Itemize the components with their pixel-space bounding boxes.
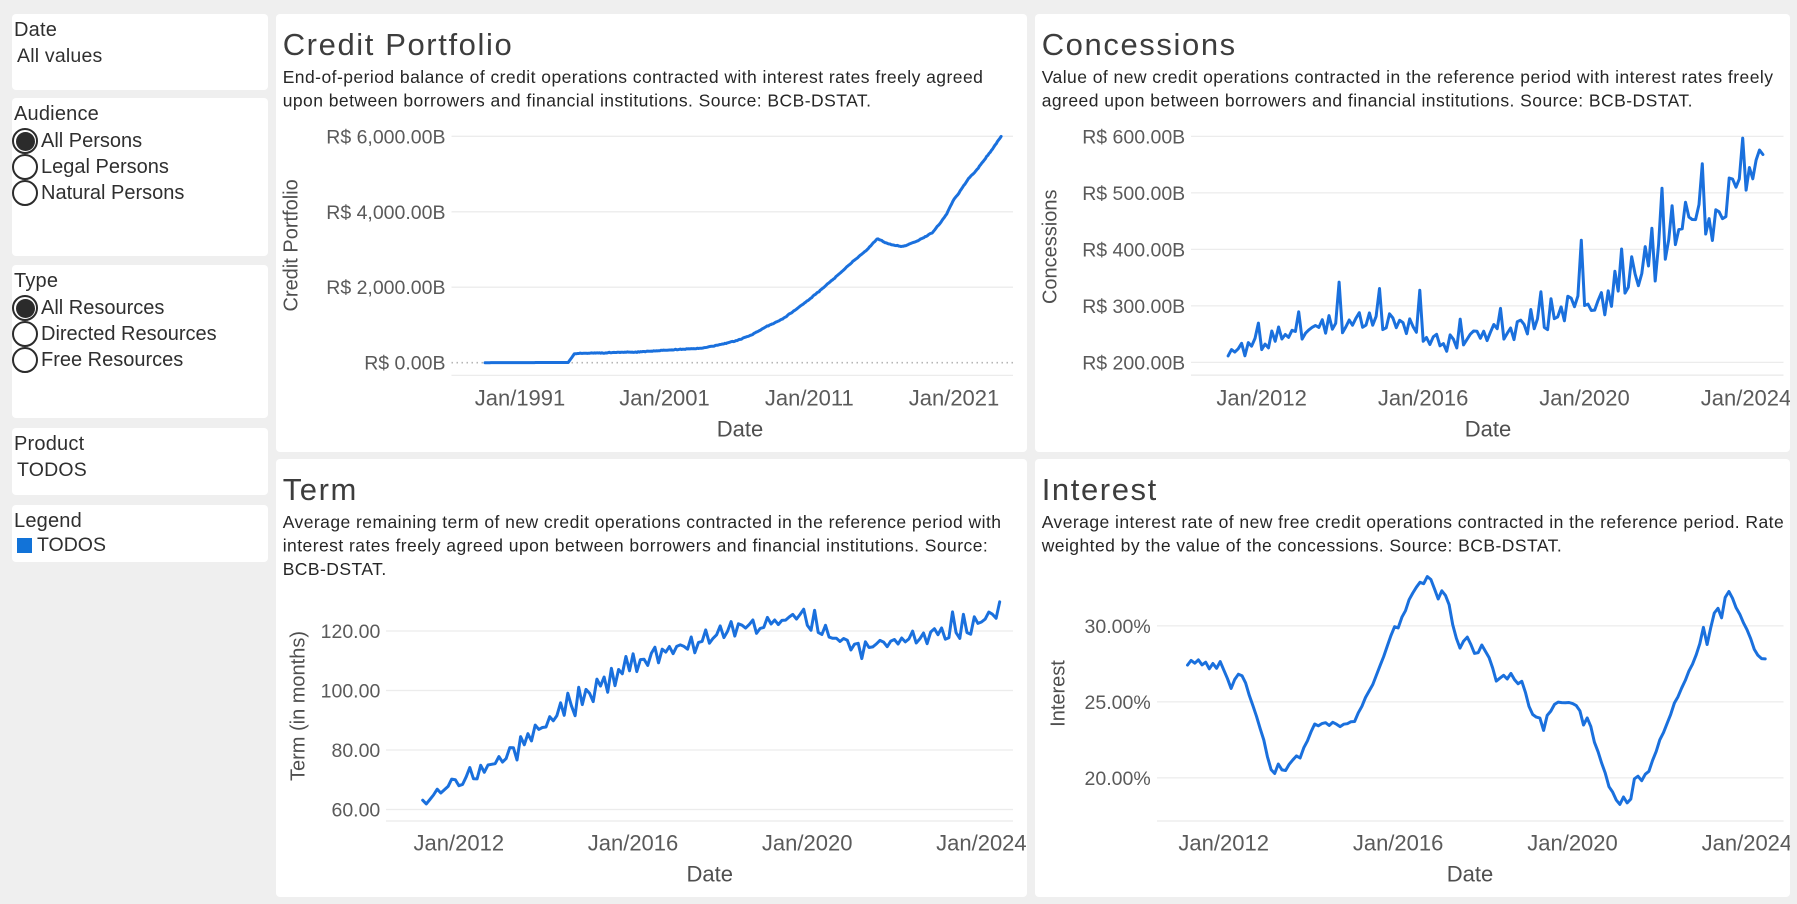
svg-text:Interest: Interest: [1048, 660, 1070, 727]
svg-text:Date: Date: [717, 416, 763, 441]
svg-text:Jan/2011: Jan/2011: [765, 385, 854, 410]
svg-text:agreed upon between borrowers: agreed upon between borrowers and financ…: [1042, 91, 1693, 111]
svg-text:R$ 6,000.00B: R$ 6,000.00B: [326, 126, 445, 148]
svg-text:Concessions: Concessions: [1039, 190, 1061, 305]
svg-text:R$ 400.00B: R$ 400.00B: [1082, 239, 1185, 261]
svg-text:Jan/2016: Jan/2016: [1353, 830, 1444, 855]
svg-text:Term (in months): Term (in months): [288, 631, 310, 781]
svg-text:100.00: 100.00: [321, 681, 381, 703]
svg-text:80.00: 80.00: [331, 740, 380, 762]
svg-text:Jan/2012: Jan/2012: [1216, 385, 1307, 410]
svg-text:R$ 200.00B: R$ 200.00B: [1082, 352, 1185, 374]
svg-text:25.00%: 25.00%: [1085, 692, 1151, 714]
svg-text:Jan/2024: Jan/2024: [936, 830, 1027, 855]
svg-text:Value of new credit operations: Value of new credit operations contracte…: [1042, 67, 1774, 87]
svg-text:Jan/1991: Jan/1991: [475, 385, 566, 410]
svg-text:Credit Portfolio: Credit Portfolio: [281, 179, 303, 311]
svg-text:R$ 500.00B: R$ 500.00B: [1082, 183, 1185, 205]
svg-text:weighted by the value of the c: weighted by the value of the concessions…: [1041, 536, 1563, 556]
svg-text:Jan/2020: Jan/2020: [762, 830, 853, 855]
svg-text:Credit Portfolio: Credit Portfolio: [283, 27, 514, 62]
svg-text:Jan/2024: Jan/2024: [1701, 385, 1790, 410]
svg-text:upon between borrowers and fin: upon between borrowers and financial ins…: [283, 91, 872, 111]
svg-text:Jan/2020: Jan/2020: [1539, 385, 1630, 410]
svg-text:Jan/2020: Jan/2020: [1527, 830, 1618, 855]
svg-text:20.00%: 20.00%: [1085, 768, 1151, 790]
svg-text:Date: Date: [1465, 416, 1511, 441]
svg-text:Average interest rate of new f: Average interest rate of new free credit…: [1042, 512, 1784, 532]
svg-text:Jan/2012: Jan/2012: [1178, 830, 1269, 855]
svg-text:Jan/2016: Jan/2016: [1378, 385, 1469, 410]
svg-text:30.00%: 30.00%: [1085, 616, 1151, 638]
svg-text:Concessions: Concessions: [1042, 27, 1237, 62]
svg-text:End-of-period balance of credi: End-of-period balance of credit operatio…: [283, 67, 984, 87]
svg-text:R$ 600.00B: R$ 600.00B: [1082, 126, 1185, 148]
svg-text:R$ 300.00B: R$ 300.00B: [1082, 296, 1185, 318]
svg-text:R$ 0.00B: R$ 0.00B: [364, 353, 445, 375]
svg-text:Jan/2021: Jan/2021: [909, 385, 1000, 410]
svg-text:R$ 4,000.00B: R$ 4,000.00B: [326, 202, 445, 224]
svg-text:Date: Date: [686, 861, 732, 886]
svg-text:BCB-DSTAT.: BCB-DSTAT.: [283, 559, 387, 579]
svg-text:Term: Term: [283, 472, 358, 507]
svg-text:60.00: 60.00: [331, 800, 380, 822]
svg-text:Interest: Interest: [1042, 472, 1158, 507]
svg-text:R$ 2,000.00B: R$ 2,000.00B: [326, 277, 445, 299]
svg-text:Date: Date: [1447, 861, 1493, 886]
svg-text:interest rates freely agreed u: interest rates freely agreed upon betwee…: [283, 536, 989, 556]
svg-text:Jan/2016: Jan/2016: [588, 830, 679, 855]
svg-text:Jan/2024: Jan/2024: [1702, 830, 1790, 855]
svg-text:Jan/2001: Jan/2001: [619, 385, 710, 410]
svg-text:Jan/2012: Jan/2012: [414, 830, 505, 855]
svg-text:Average remaining term of new: Average remaining term of new credit ope…: [283, 512, 1002, 532]
svg-text:120.00: 120.00: [321, 621, 381, 643]
